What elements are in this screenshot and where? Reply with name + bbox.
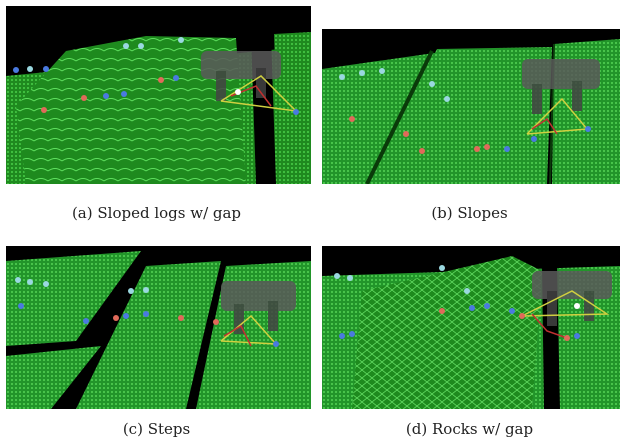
terrain-step-1 [6, 251, 141, 346]
robot-model [221, 281, 296, 334]
subfigure-a-image [6, 6, 311, 184]
subfigure-c-caption: (c) Steps [122, 420, 191, 438]
footholds [334, 265, 580, 341]
subfigure-a-caption: (a) Sloped logs w/ gap [71, 204, 242, 222]
terrain-step-2 [76, 261, 221, 409]
footholds [15, 277, 279, 347]
subfigure-c-image [6, 246, 311, 409]
subfigure-d-image [322, 246, 620, 409]
footholds [339, 68, 591, 154]
subfigure-b-caption: (b) Slopes [431, 204, 508, 222]
footholds [13, 37, 299, 115]
robot-model [522, 59, 600, 114]
subfigure-b-image [322, 29, 620, 184]
robot-model [532, 271, 612, 326]
terrain-rocks [352, 256, 542, 409]
robot-model [201, 51, 281, 101]
subfigure-d-caption: (d) Rocks w/ gap [405, 420, 534, 438]
terrain-logs [16, 36, 246, 184]
